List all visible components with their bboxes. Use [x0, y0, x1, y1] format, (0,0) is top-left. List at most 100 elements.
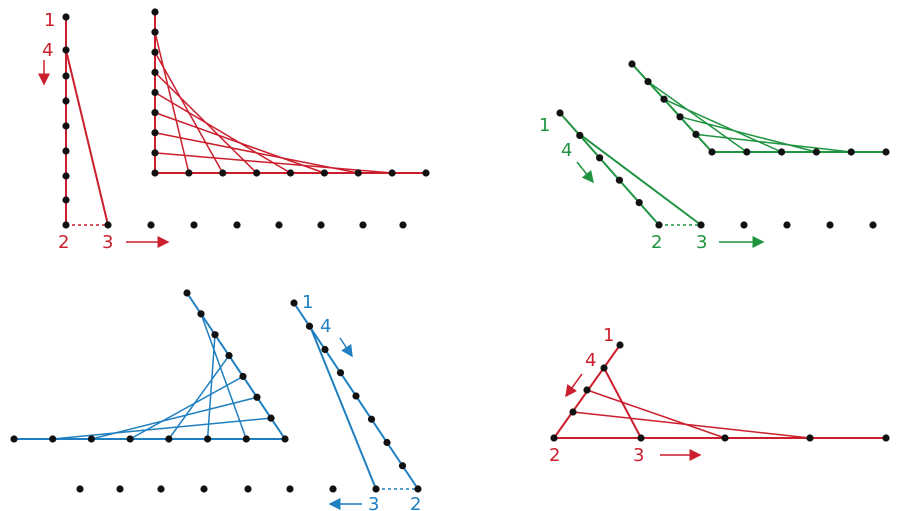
pin-dot	[721, 434, 729, 442]
pin-dot	[62, 221, 70, 229]
green-step-dots	[556, 109, 877, 229]
red-step-label-4: 4	[42, 40, 53, 61]
pin-dot	[778, 148, 786, 156]
pin-dot	[354, 169, 362, 177]
pin-dot	[644, 78, 652, 86]
thread-line	[52, 417, 272, 440]
pin-dot	[783, 221, 791, 229]
blue-step-label-2: 2	[410, 494, 421, 511]
pin-dot	[321, 345, 329, 354]
red-step-label-1: 1	[44, 10, 55, 31]
green-step-label-4: 4	[561, 140, 572, 161]
pin-dot	[190, 221, 198, 229]
pin-dot	[697, 221, 705, 229]
pin-dot	[286, 169, 295, 177]
pin-dot	[576, 131, 584, 139]
blue-step-dots	[76, 299, 422, 493]
red-triangle-dots	[550, 341, 890, 442]
pin-dot	[151, 8, 159, 16]
pin-dot	[317, 221, 325, 229]
pin-dot	[600, 364, 608, 372]
pin-dot	[10, 435, 18, 443]
pin-dot	[286, 485, 294, 493]
pin-dot	[62, 97, 70, 105]
pin-dot	[151, 169, 159, 177]
thread-line	[200, 313, 247, 440]
red-triangle-label-2: 2	[549, 445, 560, 466]
pin-dot	[233, 221, 241, 229]
pin-dot	[359, 221, 367, 229]
pin-dot	[882, 434, 890, 442]
thread-line	[154, 152, 393, 174]
pin-dot	[637, 434, 645, 442]
pin-dot	[62, 172, 70, 180]
pin-dot	[383, 438, 391, 447]
pin-dot	[329, 485, 337, 493]
pin-dot	[422, 169, 430, 177]
pin-dot	[806, 434, 814, 442]
red-step-label-3: 3	[102, 232, 113, 253]
pin-dot	[62, 147, 70, 155]
pin-dot	[847, 148, 855, 156]
red-triangle-diagonal-arrow-icon	[565, 373, 583, 398]
pin-dot	[225, 351, 233, 360]
pin-dot	[147, 221, 155, 229]
thread-line	[695, 133, 852, 153]
pin-dot	[615, 176, 624, 184]
red-step-dots	[62, 13, 407, 229]
pin-dot	[281, 435, 289, 443]
axis-line	[631, 63, 713, 153]
red-triangle-art	[572, 389, 811, 439]
pin-dot	[151, 129, 159, 137]
red-triangle-label-4: 4	[585, 350, 596, 371]
pin-dot	[151, 48, 159, 56]
pin-dot	[628, 60, 636, 68]
pin-dot	[388, 169, 396, 177]
pin-dot	[157, 485, 165, 493]
pin-dot	[336, 369, 345, 377]
axis-line	[186, 292, 286, 440]
green-step-thread	[577, 132, 702, 226]
pin-dot	[616, 341, 624, 349]
pin-dot	[62, 72, 70, 80]
thread-line	[154, 91, 291, 174]
pin-dot	[869, 221, 877, 229]
pin-dot	[49, 435, 57, 443]
thread-line	[129, 375, 244, 440]
pin-dot	[151, 68, 159, 76]
thread-line	[663, 98, 782, 153]
pin-dot	[151, 149, 159, 157]
pin-dot	[635, 199, 643, 207]
pin-dot	[253, 393, 261, 401]
pin-dot	[676, 113, 684, 121]
pin-dot	[62, 13, 70, 21]
thread-line	[154, 132, 359, 174]
pin-dot	[87, 435, 96, 443]
pin-dot	[76, 485, 84, 493]
green-step-label-3: 3	[696, 232, 707, 253]
pin-dot	[550, 434, 558, 442]
pin-dot	[165, 435, 173, 443]
pin-dot	[398, 462, 407, 470]
pin-dot	[211, 331, 219, 339]
pin-dot	[244, 485, 252, 493]
pin-dot	[372, 485, 380, 493]
pin-dot	[62, 196, 70, 204]
thread-line	[586, 389, 726, 439]
pin-dot	[743, 148, 751, 156]
pin-dot	[253, 169, 261, 177]
blue-step-label-3: 3	[368, 494, 379, 511]
pin-dot	[352, 392, 360, 400]
pin-dot	[367, 415, 376, 423]
pin-dot	[267, 414, 275, 422]
pin-dot	[151, 88, 159, 97]
red-square-panel: 1 4 2 3	[38, 8, 430, 253]
pin-dot	[692, 130, 700, 138]
pin-dot	[414, 485, 422, 493]
red-triangle-panel: 1 4 2 3	[549, 325, 890, 466]
green-slanted-panel: 1 4 2 3	[539, 60, 890, 253]
pin-dot	[239, 372, 247, 381]
pin-dot	[305, 322, 314, 330]
pin-dot	[104, 221, 112, 229]
pin-dot	[740, 221, 748, 229]
